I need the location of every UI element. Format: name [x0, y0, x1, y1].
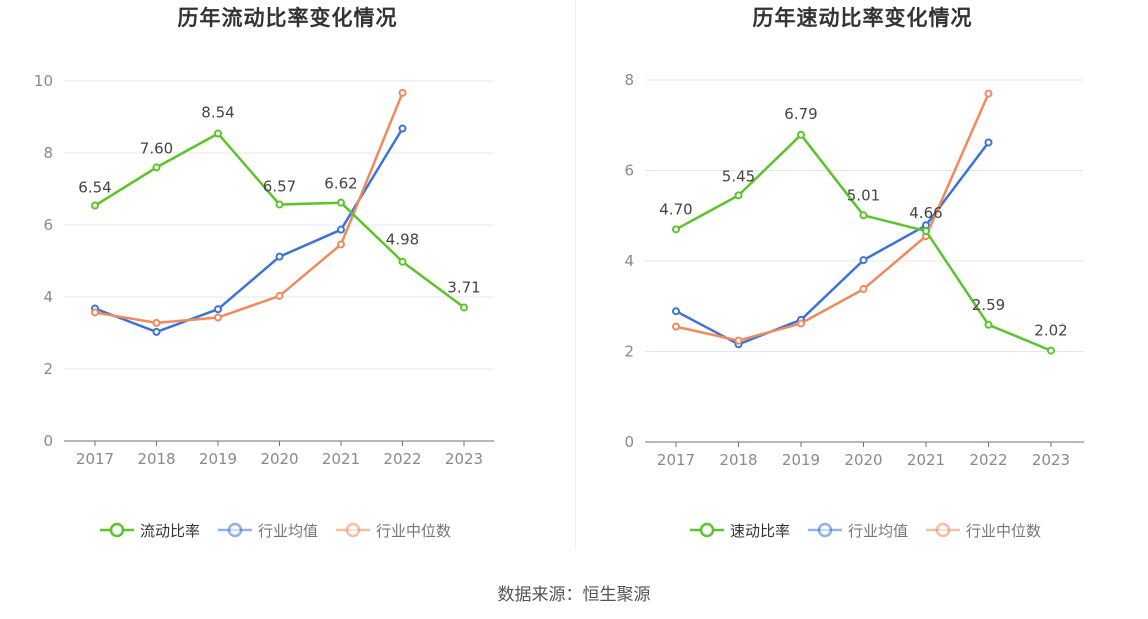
x-tick-label: 2021 — [907, 451, 945, 469]
data-point — [337, 198, 345, 207]
data-point — [398, 124, 407, 133]
data-point — [337, 225, 345, 234]
data-point — [984, 138, 993, 147]
y-tick-label: 2 — [43, 360, 53, 378]
x-tick-label: 2022 — [969, 451, 1007, 469]
data-point — [672, 322, 680, 331]
data-label: 8.54 — [201, 104, 234, 122]
y-tick-label: 8 — [43, 144, 53, 162]
series-line — [94, 132, 465, 309]
data-point — [275, 291, 284, 300]
data-point — [922, 227, 930, 236]
data-label: 4.98 — [386, 231, 419, 249]
y-tick-label: 0 — [43, 432, 53, 450]
x-tick-label: 2023 — [1032, 451, 1070, 469]
x-tick-label: 2018 — [137, 450, 175, 468]
data-label: 6.54 — [78, 179, 111, 197]
data-label: 4.70 — [659, 200, 692, 218]
x-tick-label: 2023 — [445, 450, 483, 468]
data-label: 6.79 — [784, 105, 817, 123]
data-point — [984, 320, 993, 329]
data-label: 6.57 — [263, 177, 296, 195]
y-tick-label: 4 — [43, 288, 53, 306]
x-tick-label: 2020 — [844, 451, 882, 469]
data-point — [275, 252, 284, 261]
data-label: 5.45 — [722, 167, 755, 185]
data-point — [152, 327, 161, 336]
x-tick-label: 2022 — [383, 450, 421, 468]
current-ratio-chart-panel: 历年流动比率变化情况 0 2 4 6 8 10 2017 2018 2019 2020 2021 20… — [0, 0, 575, 560]
data-label: 6.62 — [324, 175, 357, 193]
data-label: 4.66 — [909, 204, 942, 222]
x-tick-label: 2020 — [260, 450, 298, 468]
data-point — [152, 318, 161, 327]
x-tick-label: 2019 — [199, 450, 237, 468]
data-point — [797, 319, 805, 328]
data-point — [734, 336, 743, 345]
data-label: 3.71 — [447, 278, 480, 296]
data-label: 7.60 — [140, 139, 173, 157]
legend-label: 流动比率 — [140, 522, 200, 540]
y-tick-label: 8 — [624, 71, 634, 89]
legend-marker — [699, 522, 715, 538]
x-tick-label: 2017 — [76, 450, 114, 468]
data-point — [859, 211, 868, 220]
data-point — [214, 305, 222, 314]
chart-title: 历年速动比率变化情况 — [752, 6, 973, 30]
data-point — [91, 308, 99, 317]
legend-marker — [227, 522, 243, 538]
data-point — [398, 257, 407, 266]
data-label: 5.01 — [847, 186, 880, 204]
data-point — [275, 200, 284, 209]
data-point — [152, 163, 161, 172]
x-tick-label: 2019 — [782, 451, 820, 469]
quick-ratio-chart-panel: 历年速动比率变化情况 0 2 4 6 8 2017 2018 2019 2020 2021 2022… — [577, 0, 1148, 560]
data-label: 2.59 — [972, 296, 1005, 314]
panel-divider — [575, 0, 576, 550]
series-line — [94, 92, 404, 325]
legend-marker — [817, 522, 833, 538]
legend-label: 速动比率 — [730, 522, 790, 540]
y-tick-label: 4 — [624, 252, 634, 270]
y-tick-label: 6 — [624, 162, 634, 180]
y-tick-label: 10 — [34, 72, 53, 90]
data-point — [1047, 346, 1055, 355]
data-point — [672, 307, 680, 316]
legend-label: 行业中位数 — [966, 522, 1041, 540]
x-tick-label: 2018 — [719, 451, 757, 469]
data-point — [398, 88, 407, 97]
x-tick-label: 2017 — [657, 451, 695, 469]
chart-title: 历年流动比率变化情况 — [177, 6, 398, 30]
data-point — [672, 225, 680, 234]
y-tick-label: 0 — [624, 433, 634, 451]
data-point — [214, 129, 222, 138]
legend-label: 行业均值 — [848, 522, 908, 540]
quick-ratio-chart: 0 2 4 6 8 2017 2018 2019 2020 2021 2022 2023 4.70 5.4… — [624, 71, 1084, 540]
data-point — [859, 256, 868, 265]
data-point — [734, 191, 743, 200]
data-point — [859, 285, 868, 294]
legend-label: 行业中位数 — [376, 522, 451, 540]
data-point — [91, 201, 99, 210]
x-tick-label: 2021 — [322, 450, 360, 468]
legend-label: 行业均值 — [258, 522, 318, 540]
data-point — [337, 240, 345, 249]
y-tick-label: 6 — [43, 216, 53, 234]
legend-marker — [345, 522, 361, 538]
series-line — [675, 93, 990, 342]
y-tick-label: 2 — [624, 343, 634, 361]
data-point — [797, 130, 805, 139]
data-label: 2.02 — [1034, 322, 1067, 340]
data-point — [214, 313, 222, 322]
data-point — [460, 303, 468, 312]
legend-marker — [109, 522, 125, 538]
legend-marker — [935, 522, 951, 538]
current-ratio-chart: 0 2 4 6 8 10 2017 2018 2019 2020 2021 2022 2023 6.54 7… — [34, 72, 494, 540]
series-line — [94, 127, 404, 334]
data-source: 数据来源：恒生聚源 — [497, 585, 651, 605]
data-point — [984, 89, 993, 98]
